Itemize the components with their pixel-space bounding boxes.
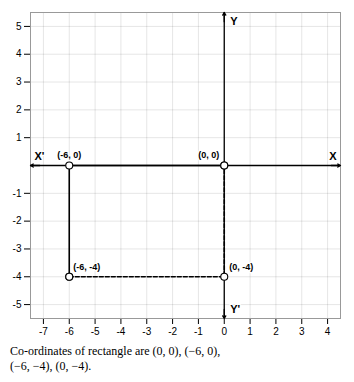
svg-text:(-6, -4): (-6, -4) <box>73 262 100 272</box>
svg-text:Y': Y' <box>230 303 240 315</box>
svg-text:-4: -4 <box>116 326 125 337</box>
svg-text:4: 4 <box>325 326 331 337</box>
svg-text:(0, -4): (0, -4) <box>229 262 253 272</box>
svg-text:1: 1 <box>247 326 253 337</box>
svg-text:5: 5 <box>16 21 22 32</box>
svg-text:-2: -2 <box>168 326 177 337</box>
svg-text:2: 2 <box>273 326 279 337</box>
svg-text:(-6, 0): (-6, 0) <box>57 150 81 160</box>
html-text:Co-ordinates of rectangle are: Co-ordinates of rectangle are (0, 0), (−… <box>10 344 221 373</box>
svg-text:3: 3 <box>299 326 305 337</box>
svg-text:X: X <box>329 150 337 162</box>
svg-text:Y: Y <box>230 15 238 27</box>
svg-text:4: 4 <box>16 48 22 59</box>
svg-text:(0, 0): (0, 0) <box>198 150 219 160</box>
svg-text:3: 3 <box>16 76 22 87</box>
svg-text:-7: -7 <box>39 326 48 337</box>
svg-text:-5: -5 <box>91 326 100 337</box>
svg-text:1: 1 <box>16 132 22 143</box>
svg-text:-3: -3 <box>142 326 151 337</box>
svg-text:-2: -2 <box>13 215 22 226</box>
svg-text:-1: -1 <box>13 188 22 199</box>
svg-text:X': X' <box>35 150 45 162</box>
svg-text:-6: -6 <box>65 326 74 337</box>
svg-text:-4: -4 <box>13 271 22 282</box>
svg-text:-1: -1 <box>194 326 203 337</box>
svg-text:0: 0 <box>221 326 227 337</box>
svg-text:-3: -3 <box>13 243 22 254</box>
svg-text:2: 2 <box>16 104 22 115</box>
svg-text:-5: -5 <box>13 299 22 310</box>
